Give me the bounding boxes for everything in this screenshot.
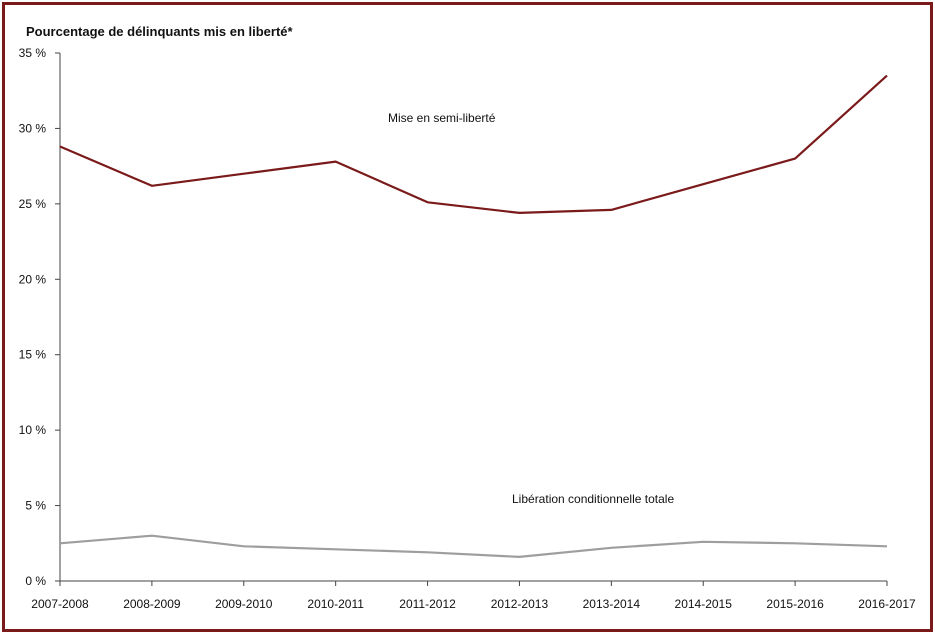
x-tick-label: 2010-2011 xyxy=(307,597,364,611)
x-tick-label: 2014-2015 xyxy=(675,597,733,611)
x-tick-label: 2015-2016 xyxy=(766,597,824,611)
x-tick-label: 2016-2017 xyxy=(858,597,916,611)
y-tick-label: 5 % xyxy=(25,499,46,513)
y-tick-label: 20 % xyxy=(19,272,47,286)
series-label-semi-liberte: Mise en semi-liberté xyxy=(388,111,496,125)
x-tick-label: 2008-2009 xyxy=(123,597,181,611)
x-tick-label: 2012-2013 xyxy=(491,597,549,611)
y-tick-label: 30 % xyxy=(19,121,47,135)
series-line-semi-liberte xyxy=(59,74,888,214)
x-tick-label: 2009-2010 xyxy=(215,597,273,611)
x-tick-label: 2011-2012 xyxy=(399,597,456,611)
series-label-liberation-conditionnelle: Libération conditionnelle totale xyxy=(512,492,674,506)
y-tick-label: 0 % xyxy=(25,574,46,588)
series-line-liberation-conditionnelle xyxy=(59,534,888,559)
axes xyxy=(59,53,887,582)
x-ticks: 2007-2008 2008-2009 2009-2010 2010-2011 2011… xyxy=(31,581,916,611)
x-tick-label: 2007-2008 xyxy=(31,597,89,611)
y-axis-title: Pourcentage de délinquants mis en libert… xyxy=(26,24,294,39)
y-ticks: 0 % 5 % 10 % 15 % 20 % 25 % 30 % 35 % xyxy=(19,46,60,588)
y-tick-label: 10 % xyxy=(19,423,47,437)
y-tick-label: 25 % xyxy=(19,197,47,211)
y-tick-label: 15 % xyxy=(19,348,47,362)
x-tick-label: 2013-2014 xyxy=(583,597,641,611)
series-lines xyxy=(59,74,888,559)
y-tick-label: 35 % xyxy=(19,46,47,60)
